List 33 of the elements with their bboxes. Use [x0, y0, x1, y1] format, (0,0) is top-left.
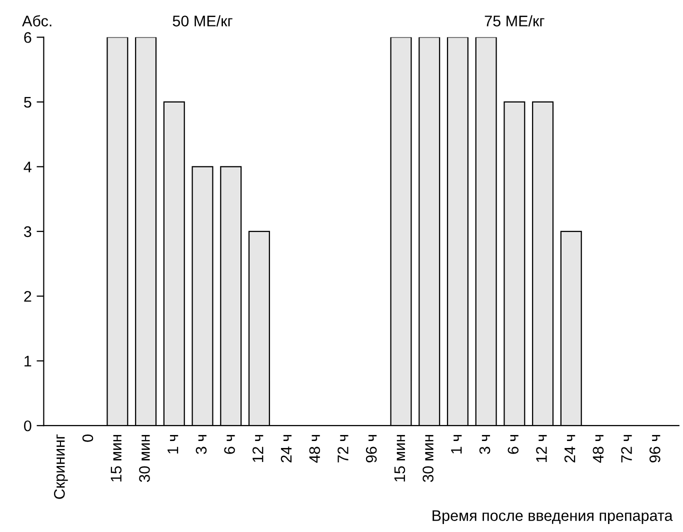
x-tick-label: 96 ч	[366, 434, 377, 462]
x-tick-label: 30 мин	[422, 434, 434, 482]
x-tick-label: 6 ч	[508, 434, 519, 454]
x-tick-label: 72 ч	[338, 434, 348, 462]
text: 50 МЕ/кг	[172, 15, 232, 26]
x-tick-label: 30 мин	[139, 434, 150, 482]
x-tick-label: 48 ч	[309, 434, 320, 463]
x-tick-label: 12 ч	[252, 434, 264, 462]
x-tick-label: 0	[82, 434, 94, 442]
y-tick-label: 3	[24, 226, 32, 238]
x-tick-label: 1 ч	[168, 434, 178, 454]
x-tick-label: 15 мин	[394, 434, 406, 482]
x-axis-title: Время после введения препарата	[432, 510, 673, 524]
y-tick-label: 5	[24, 96, 32, 108]
y-axis-title: Абс.	[22, 15, 52, 26]
x-tick-label: 15 мин	[110, 434, 122, 482]
x-tick-label: 24 ч	[280, 434, 292, 462]
x-tick-label: 6 ч	[224, 434, 235, 454]
x-tick-label: 12 ч	[536, 434, 547, 462]
x-tick-label: 96 ч	[650, 434, 660, 462]
x-tick-label: 1 ч	[451, 434, 462, 454]
y-tick-label: 2	[24, 291, 32, 302]
y-tick-label: 6	[24, 32, 32, 43]
x-tick-label: 48 ч	[592, 434, 604, 463]
y-tick-label: 1	[24, 356, 32, 366]
x-tick-label: 3 ч	[196, 434, 207, 454]
x-tick-label: 72 ч	[621, 434, 632, 462]
x-tick-label: 24 ч	[564, 434, 576, 462]
y-tick-label: 4	[24, 162, 32, 172]
y-tick-label: 0	[24, 420, 32, 432]
x-tick-label: 3 ч	[479, 434, 490, 454]
text: 75 МЕ/кг	[484, 15, 544, 26]
x-tick-label: Скрининг	[54, 434, 68, 499]
